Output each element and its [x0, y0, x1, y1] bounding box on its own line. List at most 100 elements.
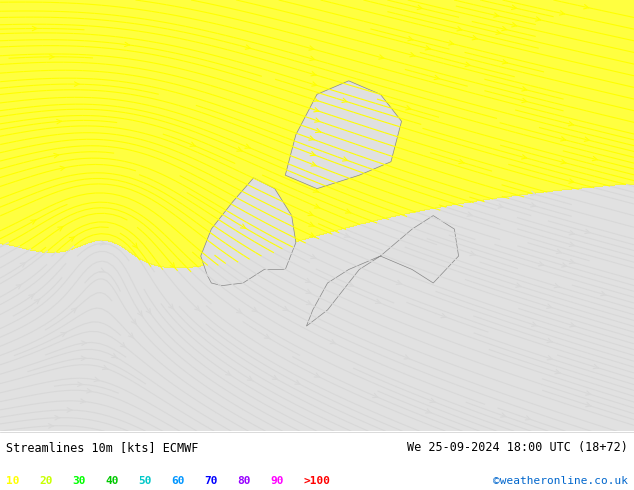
FancyArrowPatch shape	[408, 36, 413, 41]
FancyArrowPatch shape	[100, 268, 105, 272]
FancyArrowPatch shape	[547, 304, 552, 308]
FancyArrowPatch shape	[283, 306, 288, 311]
FancyArrowPatch shape	[82, 341, 86, 345]
FancyArrowPatch shape	[555, 369, 560, 374]
FancyArrowPatch shape	[20, 263, 25, 267]
FancyArrowPatch shape	[556, 249, 562, 253]
FancyArrowPatch shape	[496, 30, 501, 34]
FancyArrowPatch shape	[308, 212, 313, 216]
Polygon shape	[201, 178, 296, 286]
FancyArrowPatch shape	[54, 153, 59, 158]
FancyArrowPatch shape	[312, 82, 317, 86]
FancyArrowPatch shape	[592, 156, 597, 161]
FancyArrowPatch shape	[61, 332, 66, 337]
FancyArrowPatch shape	[346, 209, 351, 213]
FancyArrowPatch shape	[87, 389, 92, 393]
FancyArrowPatch shape	[120, 343, 126, 347]
FancyArrowPatch shape	[425, 46, 430, 50]
FancyArrowPatch shape	[569, 179, 574, 183]
FancyArrowPatch shape	[593, 365, 598, 368]
FancyArrowPatch shape	[295, 380, 300, 385]
FancyArrowPatch shape	[467, 212, 472, 216]
FancyArrowPatch shape	[103, 366, 108, 369]
FancyArrowPatch shape	[34, 299, 40, 304]
FancyArrowPatch shape	[584, 4, 589, 9]
FancyArrowPatch shape	[240, 224, 246, 228]
FancyArrowPatch shape	[501, 26, 507, 31]
FancyArrowPatch shape	[74, 82, 79, 86]
FancyArrowPatch shape	[273, 375, 278, 380]
FancyArrowPatch shape	[311, 162, 316, 166]
Text: 10: 10	[6, 476, 20, 486]
FancyArrowPatch shape	[536, 17, 541, 21]
FancyArrowPatch shape	[406, 106, 411, 110]
FancyArrowPatch shape	[373, 393, 378, 397]
FancyArrowPatch shape	[58, 226, 63, 231]
FancyArrowPatch shape	[32, 26, 37, 31]
FancyArrowPatch shape	[29, 294, 34, 299]
FancyArrowPatch shape	[16, 284, 22, 289]
FancyArrowPatch shape	[512, 23, 517, 27]
FancyArrowPatch shape	[314, 204, 320, 208]
FancyArrowPatch shape	[538, 262, 544, 266]
FancyArrowPatch shape	[55, 416, 60, 420]
FancyArrowPatch shape	[195, 306, 200, 311]
FancyArrowPatch shape	[569, 259, 574, 264]
FancyArrowPatch shape	[522, 155, 527, 159]
Text: >100: >100	[303, 476, 330, 486]
FancyArrowPatch shape	[569, 242, 574, 246]
FancyArrowPatch shape	[560, 11, 565, 15]
Text: 60: 60	[171, 476, 184, 486]
Text: 30: 30	[72, 476, 86, 486]
FancyArrowPatch shape	[425, 409, 431, 413]
FancyArrowPatch shape	[306, 300, 312, 305]
FancyArrowPatch shape	[306, 290, 311, 294]
FancyArrowPatch shape	[344, 233, 349, 237]
FancyArrowPatch shape	[348, 282, 354, 286]
FancyArrowPatch shape	[252, 307, 257, 312]
Polygon shape	[306, 216, 458, 326]
FancyArrowPatch shape	[56, 120, 61, 124]
FancyArrowPatch shape	[512, 5, 517, 9]
FancyArrowPatch shape	[404, 355, 410, 359]
FancyArrowPatch shape	[226, 371, 231, 375]
FancyArrowPatch shape	[531, 322, 537, 326]
FancyArrowPatch shape	[516, 283, 521, 287]
FancyArrowPatch shape	[77, 382, 82, 387]
FancyArrowPatch shape	[375, 299, 380, 303]
FancyArrowPatch shape	[316, 128, 321, 132]
FancyArrowPatch shape	[138, 311, 143, 317]
FancyArrowPatch shape	[170, 263, 175, 268]
FancyArrowPatch shape	[245, 144, 250, 148]
FancyArrowPatch shape	[410, 52, 415, 57]
FancyArrowPatch shape	[459, 159, 464, 164]
FancyArrowPatch shape	[342, 157, 348, 161]
FancyArrowPatch shape	[525, 416, 531, 420]
FancyArrowPatch shape	[313, 188, 318, 192]
FancyArrowPatch shape	[69, 237, 75, 241]
FancyArrowPatch shape	[309, 46, 314, 50]
FancyArrowPatch shape	[378, 55, 384, 59]
FancyArrowPatch shape	[522, 87, 527, 91]
FancyArrowPatch shape	[585, 229, 590, 234]
FancyArrowPatch shape	[133, 243, 138, 248]
FancyArrowPatch shape	[311, 254, 316, 259]
FancyArrowPatch shape	[49, 424, 53, 428]
FancyArrowPatch shape	[465, 62, 470, 67]
FancyArrowPatch shape	[129, 333, 134, 338]
FancyArrowPatch shape	[531, 203, 536, 207]
FancyArrowPatch shape	[306, 278, 311, 283]
FancyArrowPatch shape	[309, 222, 314, 226]
FancyArrowPatch shape	[309, 56, 315, 60]
FancyArrowPatch shape	[472, 36, 477, 40]
FancyArrowPatch shape	[562, 263, 567, 267]
FancyArrowPatch shape	[169, 304, 174, 309]
FancyArrowPatch shape	[309, 136, 314, 140]
FancyArrowPatch shape	[67, 408, 72, 412]
FancyArrowPatch shape	[245, 45, 250, 49]
FancyArrowPatch shape	[330, 340, 335, 343]
FancyArrowPatch shape	[561, 160, 566, 164]
FancyArrowPatch shape	[81, 356, 86, 361]
FancyArrowPatch shape	[112, 353, 117, 358]
FancyArrowPatch shape	[569, 231, 574, 235]
